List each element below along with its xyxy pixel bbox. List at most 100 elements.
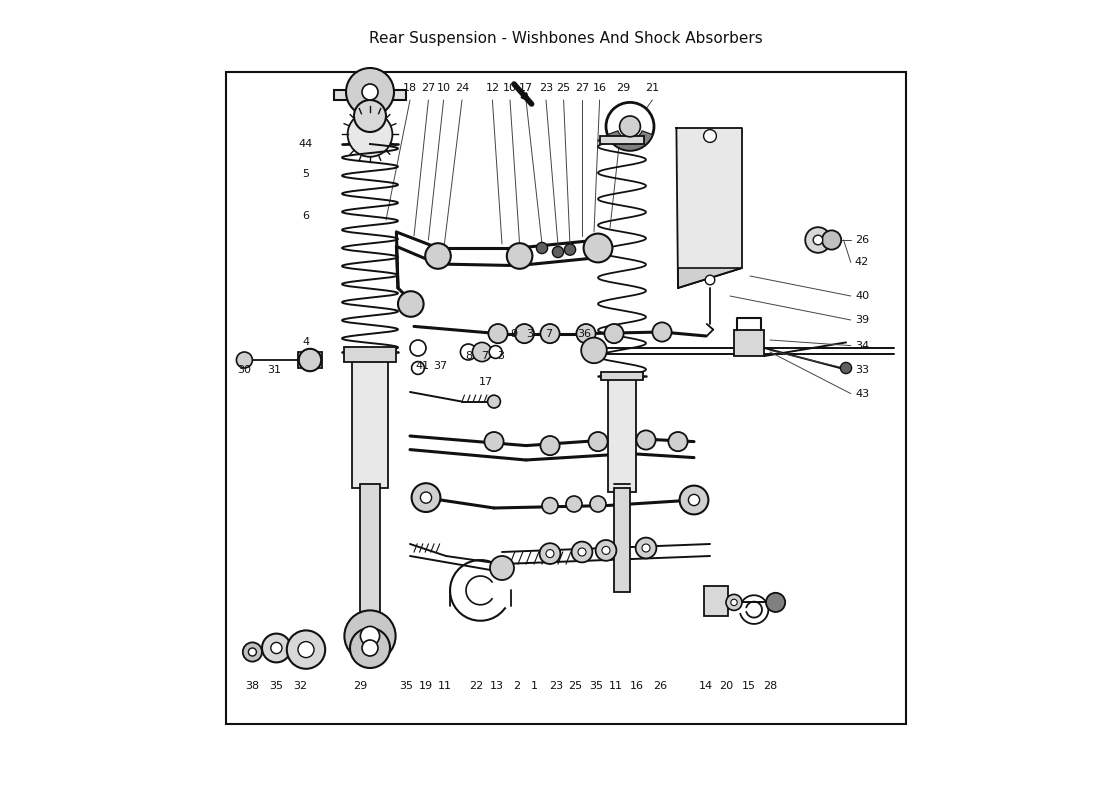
Text: 25: 25 xyxy=(569,682,583,691)
Text: 26: 26 xyxy=(855,235,869,245)
Text: 2: 2 xyxy=(513,682,520,691)
Circle shape xyxy=(472,342,492,362)
Text: 14: 14 xyxy=(698,682,713,691)
Text: 23: 23 xyxy=(549,682,563,691)
Text: 4: 4 xyxy=(302,338,309,347)
Circle shape xyxy=(637,430,656,450)
Circle shape xyxy=(540,543,560,564)
Text: 5: 5 xyxy=(302,170,309,179)
Polygon shape xyxy=(676,128,742,288)
Bar xyxy=(226,72,906,724)
Circle shape xyxy=(590,496,606,512)
Text: 21: 21 xyxy=(646,83,660,93)
Text: 11: 11 xyxy=(438,682,451,691)
Text: 17: 17 xyxy=(478,378,493,387)
Text: 31: 31 xyxy=(267,366,280,375)
Text: 29: 29 xyxy=(353,682,367,691)
Text: 22: 22 xyxy=(470,682,484,691)
Circle shape xyxy=(680,486,708,514)
Text: 16: 16 xyxy=(629,682,644,691)
Bar xyxy=(298,352,322,368)
Circle shape xyxy=(487,395,500,408)
Text: 32: 32 xyxy=(294,682,308,691)
Bar xyxy=(352,356,387,488)
Circle shape xyxy=(484,432,504,451)
Text: 12: 12 xyxy=(485,83,499,93)
Circle shape xyxy=(298,642,314,658)
Circle shape xyxy=(262,634,290,662)
Text: 23: 23 xyxy=(539,83,553,93)
Circle shape xyxy=(636,538,657,558)
Circle shape xyxy=(410,340,426,356)
Bar xyxy=(602,372,642,380)
Circle shape xyxy=(411,362,425,374)
Text: 7: 7 xyxy=(544,329,552,338)
Bar xyxy=(607,376,637,492)
Text: 11: 11 xyxy=(608,682,623,691)
Text: 28: 28 xyxy=(763,682,777,691)
Text: 10: 10 xyxy=(503,83,517,93)
Text: 9: 9 xyxy=(510,329,518,338)
Text: 3: 3 xyxy=(497,351,504,361)
Circle shape xyxy=(542,498,558,514)
Text: 10: 10 xyxy=(437,83,451,93)
Text: 25: 25 xyxy=(557,83,571,93)
Circle shape xyxy=(652,322,672,342)
Circle shape xyxy=(642,544,650,552)
Circle shape xyxy=(584,234,613,262)
Circle shape xyxy=(619,116,640,137)
Text: Rear Suspension - Wishbones And Shock Absorbers: Rear Suspension - Wishbones And Shock Ab… xyxy=(370,31,763,46)
Circle shape xyxy=(537,242,548,254)
Text: 16: 16 xyxy=(593,83,606,93)
Text: 33: 33 xyxy=(855,365,869,374)
Circle shape xyxy=(507,243,532,269)
Text: 3: 3 xyxy=(527,329,534,338)
Circle shape xyxy=(490,556,514,580)
Circle shape xyxy=(840,362,851,374)
Text: 24: 24 xyxy=(455,83,469,93)
Circle shape xyxy=(552,246,563,258)
Bar xyxy=(600,136,645,144)
Circle shape xyxy=(362,640,378,656)
Circle shape xyxy=(704,130,716,142)
Circle shape xyxy=(726,594,742,610)
Circle shape xyxy=(705,275,715,285)
Circle shape xyxy=(488,324,507,343)
Circle shape xyxy=(243,642,262,662)
Circle shape xyxy=(730,599,737,606)
Circle shape xyxy=(515,324,534,343)
Text: 6: 6 xyxy=(302,211,309,221)
Circle shape xyxy=(236,352,252,368)
Wedge shape xyxy=(607,130,652,150)
Text: 41: 41 xyxy=(415,361,429,370)
Circle shape xyxy=(572,542,593,562)
Bar xyxy=(361,484,379,640)
Text: 15: 15 xyxy=(741,682,756,691)
Circle shape xyxy=(578,548,586,556)
Text: 13: 13 xyxy=(490,682,504,691)
Circle shape xyxy=(540,324,560,343)
Circle shape xyxy=(420,492,431,503)
Circle shape xyxy=(411,483,440,512)
Text: 29: 29 xyxy=(616,83,630,93)
Circle shape xyxy=(805,227,830,253)
Text: 35: 35 xyxy=(270,682,284,691)
Text: 19: 19 xyxy=(419,682,433,691)
Circle shape xyxy=(249,648,256,656)
Circle shape xyxy=(576,324,595,343)
Circle shape xyxy=(362,84,378,100)
Circle shape xyxy=(361,626,379,646)
Circle shape xyxy=(581,338,607,363)
Circle shape xyxy=(398,291,424,317)
Circle shape xyxy=(822,230,842,250)
Bar xyxy=(334,90,406,100)
Text: 38: 38 xyxy=(245,682,260,691)
Text: 20: 20 xyxy=(719,682,733,691)
Text: 35: 35 xyxy=(590,682,604,691)
Text: 40: 40 xyxy=(855,291,869,301)
Text: 1: 1 xyxy=(530,682,538,691)
Circle shape xyxy=(540,436,560,455)
Circle shape xyxy=(490,346,502,358)
Text: 39: 39 xyxy=(855,315,869,325)
Text: 44: 44 xyxy=(299,139,314,149)
